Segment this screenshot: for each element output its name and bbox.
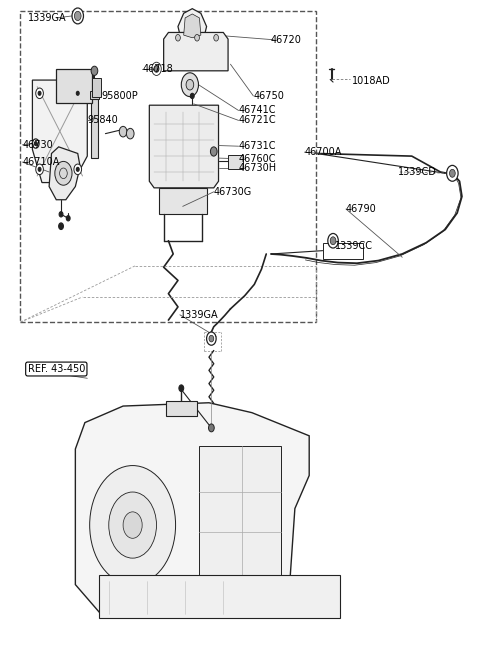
Polygon shape (184, 14, 201, 38)
Text: 1018AD: 1018AD (352, 76, 391, 86)
Polygon shape (49, 147, 80, 200)
Circle shape (330, 237, 336, 245)
Circle shape (126, 128, 134, 139)
Circle shape (74, 88, 82, 98)
Circle shape (36, 88, 43, 98)
Circle shape (55, 161, 72, 185)
Polygon shape (33, 80, 87, 183)
Circle shape (214, 35, 218, 41)
Circle shape (59, 212, 63, 217)
Circle shape (66, 216, 70, 221)
Polygon shape (149, 105, 218, 188)
Text: 46760C: 46760C (239, 154, 276, 164)
Circle shape (119, 126, 127, 137)
Circle shape (195, 35, 199, 41)
Circle shape (328, 234, 338, 248)
Circle shape (36, 164, 43, 175)
Circle shape (91, 66, 98, 76)
Circle shape (74, 11, 81, 21)
Circle shape (449, 169, 455, 177)
Text: 1339GA: 1339GA (28, 13, 66, 23)
FancyBboxPatch shape (166, 402, 197, 416)
Circle shape (109, 492, 156, 558)
Polygon shape (159, 188, 206, 214)
Circle shape (76, 167, 79, 171)
Circle shape (208, 424, 214, 432)
Text: 46741C: 46741C (239, 106, 276, 116)
Circle shape (34, 141, 37, 145)
Text: 46720: 46720 (271, 35, 302, 44)
Text: 1339CD: 1339CD (397, 167, 436, 177)
Text: 1339CC: 1339CC (336, 241, 373, 251)
Circle shape (123, 512, 142, 539)
Circle shape (179, 385, 184, 392)
FancyBboxPatch shape (91, 98, 98, 158)
Circle shape (446, 165, 458, 181)
Polygon shape (75, 403, 309, 618)
Text: 46730H: 46730H (239, 163, 276, 173)
Text: 95800P: 95800P (102, 91, 138, 101)
Text: 46730: 46730 (23, 140, 53, 150)
Circle shape (90, 465, 176, 584)
Text: 46710A: 46710A (23, 157, 60, 167)
Circle shape (181, 73, 199, 96)
Circle shape (210, 147, 217, 156)
FancyBboxPatch shape (92, 78, 101, 96)
Circle shape (74, 164, 82, 175)
Circle shape (154, 66, 159, 72)
FancyBboxPatch shape (228, 155, 243, 169)
Circle shape (186, 80, 194, 90)
Text: 46718: 46718 (142, 64, 173, 74)
Text: REF. 43-450: REF. 43-450 (28, 364, 85, 374)
FancyBboxPatch shape (199, 446, 281, 591)
Circle shape (72, 8, 84, 24)
Text: 95840: 95840 (87, 116, 118, 125)
Text: 46731C: 46731C (239, 141, 276, 151)
Text: 46750: 46750 (253, 91, 284, 101)
Text: 46721C: 46721C (239, 116, 276, 125)
Circle shape (191, 94, 194, 98)
Circle shape (176, 35, 180, 41)
Circle shape (38, 92, 41, 95)
FancyBboxPatch shape (99, 574, 340, 618)
Circle shape (76, 92, 79, 95)
Circle shape (33, 139, 39, 148)
Circle shape (38, 167, 41, 171)
Circle shape (206, 332, 216, 345)
Text: 46790: 46790 (346, 204, 377, 214)
Text: 46730G: 46730G (214, 187, 252, 197)
Text: 1339GA: 1339GA (180, 310, 218, 320)
Circle shape (209, 335, 214, 342)
FancyBboxPatch shape (90, 91, 99, 98)
Polygon shape (164, 33, 228, 71)
Text: 46700A: 46700A (304, 147, 342, 157)
Polygon shape (178, 9, 206, 43)
FancyBboxPatch shape (56, 69, 92, 103)
Circle shape (59, 223, 63, 230)
